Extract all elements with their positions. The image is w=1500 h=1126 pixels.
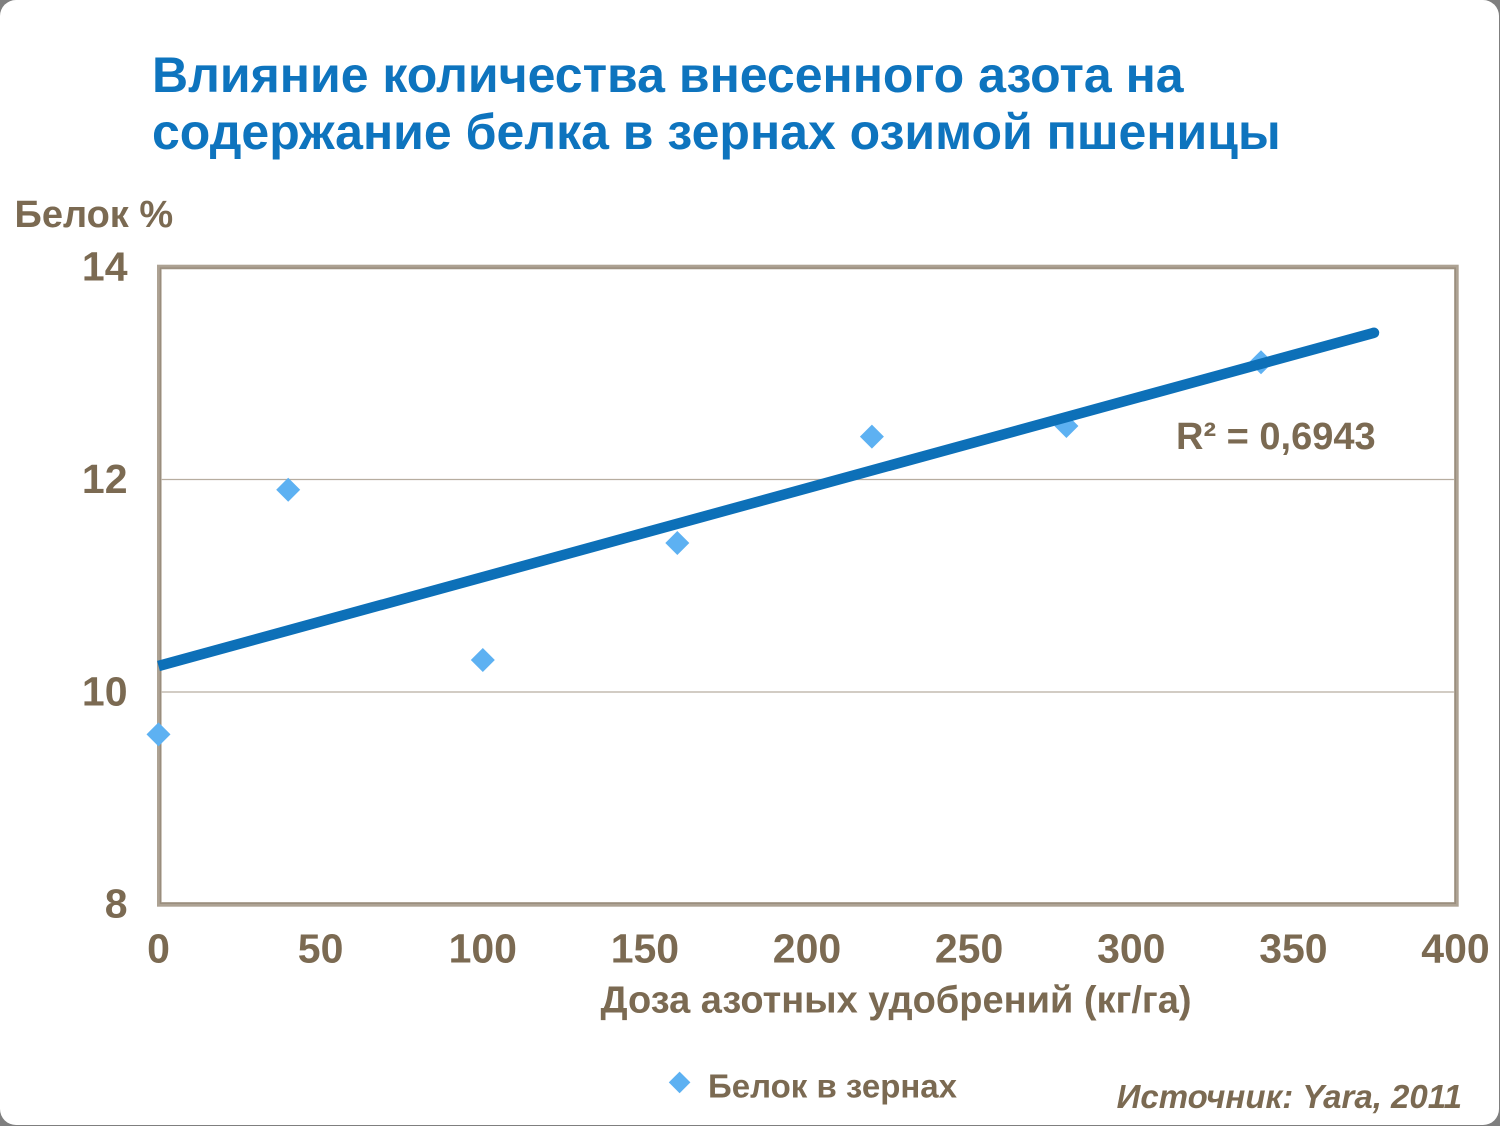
svg-text:Белок %: Белок % (15, 194, 174, 236)
svg-text:350: 350 (1259, 925, 1327, 971)
svg-text:содержание белка в зернах озим: содержание белка в зернах озимой пшеницы (152, 104, 1281, 160)
svg-text:14: 14 (82, 243, 128, 289)
svg-text:Влияние количества внесенного: Влияние количества внесенного азота на (152, 47, 1185, 103)
svg-text:8: 8 (105, 880, 128, 926)
svg-text:Белок в зернах: Белок в зернах (708, 1068, 958, 1105)
svg-text:Доза азотных удобрений (кг/га): Доза азотных удобрений (кг/га) (600, 980, 1191, 1022)
svg-text:250: 250 (935, 925, 1003, 971)
svg-text:Источник: Yara, 2011: Источник: Yara, 2011 (1117, 1078, 1462, 1115)
svg-text:150: 150 (611, 925, 679, 971)
svg-text:10: 10 (82, 669, 128, 715)
svg-text:12: 12 (82, 456, 128, 502)
svg-text:R² = 0,6943: R² = 0,6943 (1176, 416, 1376, 458)
svg-text:100: 100 (449, 925, 517, 971)
svg-text:200: 200 (773, 925, 841, 971)
svg-text:50: 50 (298, 925, 344, 971)
svg-text:400: 400 (1421, 925, 1489, 971)
svg-text:0: 0 (147, 925, 170, 971)
svg-text:300: 300 (1097, 925, 1165, 971)
